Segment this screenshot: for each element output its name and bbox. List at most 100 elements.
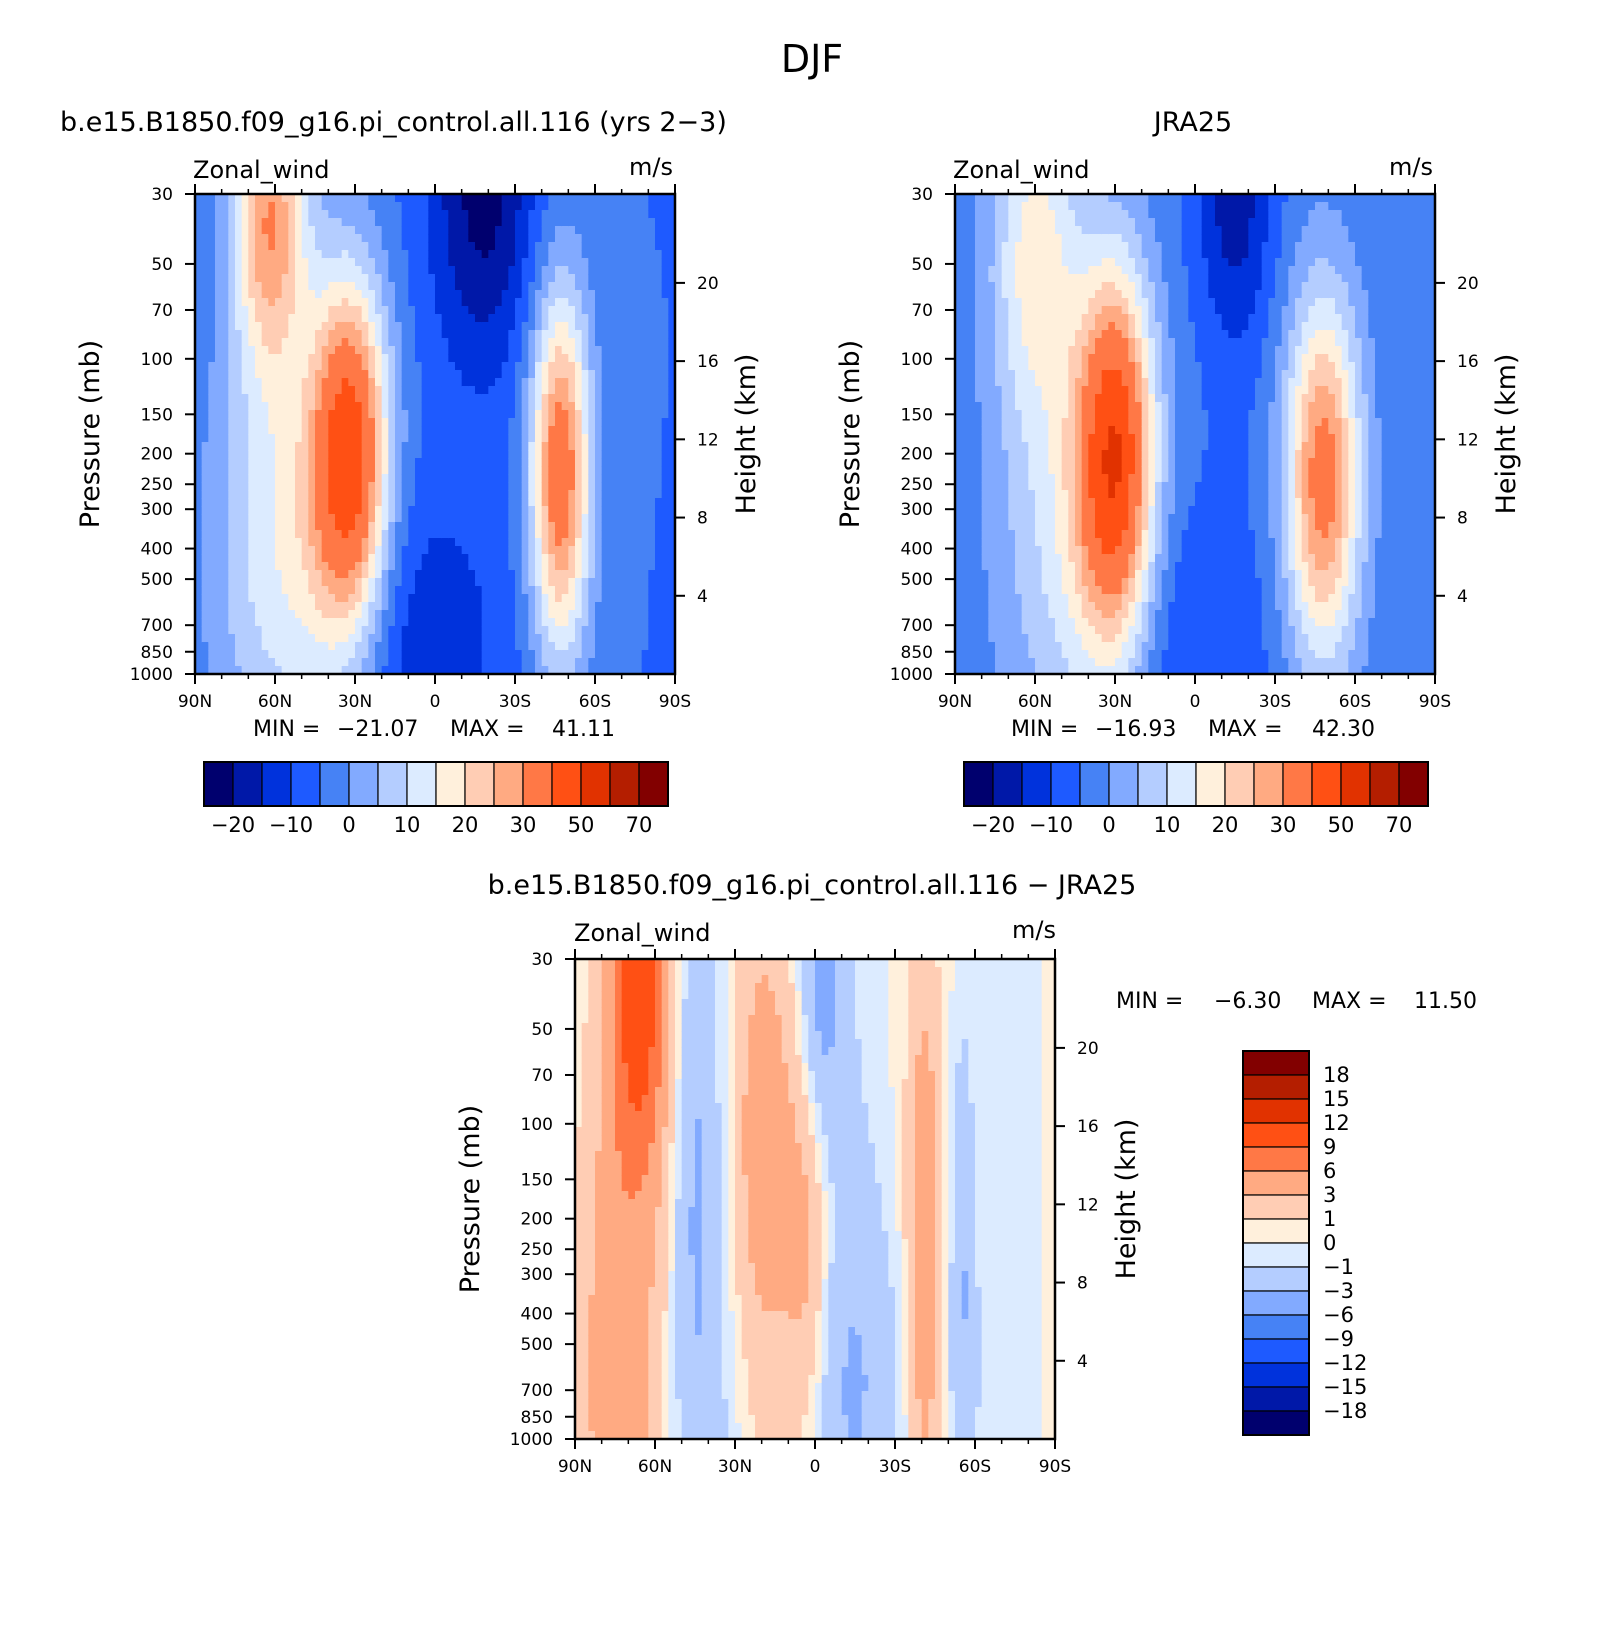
contour-cell (608, 338, 616, 347)
contour-cell (668, 554, 676, 563)
contour-cell (501, 458, 509, 467)
contour-cell (1008, 642, 1016, 651)
contour-cell (648, 210, 656, 219)
contour-cell (235, 394, 243, 403)
contour-cell (401, 386, 409, 395)
contour-cell (595, 578, 603, 587)
contour-cell (195, 522, 203, 531)
contour-cell (268, 266, 276, 275)
contour-cell (308, 442, 316, 451)
contour-cell (381, 442, 389, 451)
contour-cell (528, 322, 536, 331)
contour-cell (515, 258, 523, 267)
contour-cell (621, 338, 629, 347)
contour-cell (561, 610, 569, 619)
contour-cell (355, 202, 363, 211)
contour-cell (408, 298, 416, 307)
contour-cell (515, 594, 523, 603)
contour-cell (581, 266, 589, 275)
contour-cell (408, 434, 416, 443)
contour-cell (415, 410, 423, 419)
contour-cell (495, 546, 503, 555)
contour-cell (981, 394, 989, 403)
contour-cell (481, 394, 489, 403)
contour-cell (661, 482, 669, 491)
contour-cell (988, 226, 996, 235)
contour-cell (648, 258, 656, 267)
contour-cell (255, 442, 263, 451)
contour-cell (548, 642, 556, 651)
contour-cell (355, 522, 363, 531)
contour-cell (1008, 482, 1016, 491)
contour-cell (595, 666, 603, 675)
contour-cell (275, 282, 283, 291)
contour-cell (401, 362, 409, 371)
contour-cell (355, 346, 363, 355)
contour-cell (308, 530, 316, 539)
contour-cell (528, 506, 536, 515)
contour-cell (1008, 298, 1016, 307)
contour-cell (201, 658, 209, 667)
contour-cell (195, 386, 203, 395)
contour-cell (441, 666, 449, 675)
contour-cell (301, 282, 309, 291)
contour-cell (481, 618, 489, 627)
contour-cell (588, 554, 596, 563)
contour-cell (415, 642, 423, 651)
contour-cell (408, 362, 416, 371)
contour-cell (968, 290, 976, 299)
contour-cell (288, 242, 296, 251)
contour-cell (281, 362, 289, 371)
contour-cell (608, 586, 616, 595)
contour-cell (968, 434, 976, 443)
contour-cell (415, 602, 423, 611)
contour-cell (408, 354, 416, 363)
contour-cell (488, 546, 496, 555)
contour-cell (221, 442, 229, 451)
contour-cell (468, 634, 476, 643)
contour-cell (635, 298, 643, 307)
contour-cell (608, 530, 616, 539)
contour-cell (195, 538, 203, 547)
contour-cell (628, 322, 636, 331)
contour-cell (1001, 578, 1009, 587)
contour-cell (635, 474, 643, 483)
contour-cell (975, 482, 983, 491)
contour-cell (461, 578, 469, 587)
contour-cell (961, 418, 969, 427)
contour-cell (235, 250, 243, 259)
contour-cell (195, 370, 203, 379)
contour-cell (421, 242, 429, 251)
contour-cell (195, 410, 203, 419)
contour-cell (555, 410, 563, 419)
contour-cell (295, 258, 303, 267)
contour-cell (415, 298, 423, 307)
contour-cell (661, 354, 669, 363)
contour-cell (488, 506, 496, 515)
contour-cell (975, 194, 983, 203)
contour-cell (468, 418, 476, 427)
contour-cell (408, 402, 416, 411)
contour-cell (415, 282, 423, 291)
contour-cell (221, 578, 229, 587)
contour-cell (995, 218, 1003, 227)
contour-cell (195, 642, 203, 651)
contour-cell (635, 306, 643, 315)
contour-cell (521, 474, 529, 483)
contour-cell (328, 658, 336, 667)
contour-cell (655, 602, 663, 611)
contour-cell (435, 290, 443, 299)
panel-title: b.e15.B1850.f09_g16.pi_control.all.116 (… (60, 107, 727, 138)
contour-cell (235, 522, 243, 531)
contour-cell (448, 570, 456, 579)
contour-cell (401, 578, 409, 587)
contour-cell (955, 530, 963, 539)
contour-cell (401, 210, 409, 219)
contour-cell (668, 290, 676, 299)
contour-cell (495, 242, 503, 251)
contour-cell (268, 426, 276, 435)
contour-cell (995, 394, 1003, 403)
contour-cell (581, 466, 589, 475)
contour-cell (261, 426, 269, 435)
contour-cell (481, 370, 489, 379)
